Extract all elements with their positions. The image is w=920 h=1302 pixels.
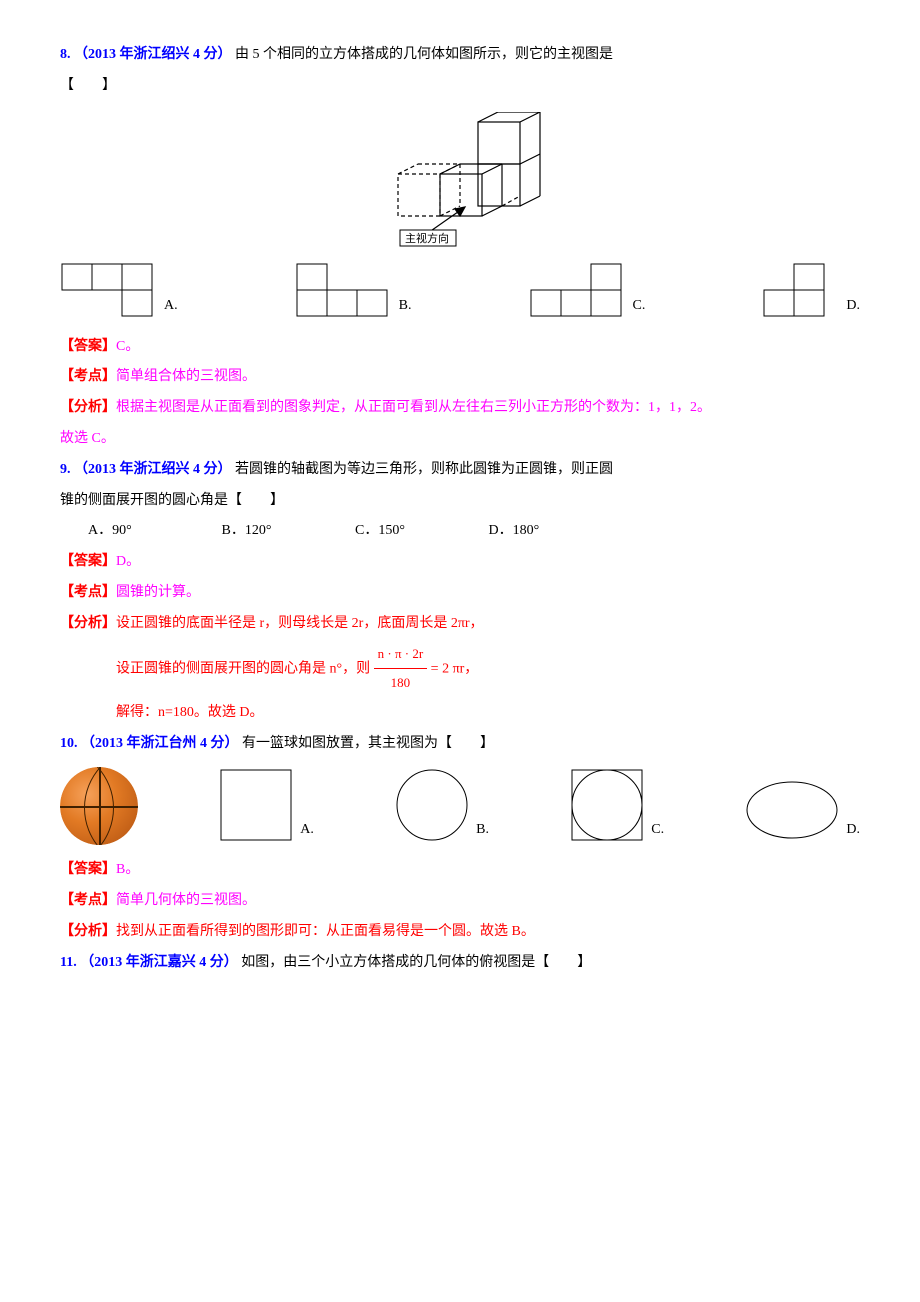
q8-opt-d-label: D. <box>846 291 860 322</box>
q8-kaodian-label: 【考点】 <box>60 369 116 384</box>
q9-b-val: 120° <box>245 523 272 538</box>
q10-d-label: D. <box>846 815 860 846</box>
q8-option-d: D. <box>762 262 860 322</box>
q8-stem-line1: 8. （2013 年浙江绍兴 4 分） 由 5 个相同的立方体搭成的几何体如图所… <box>60 40 860 71</box>
q9-b-label: B． <box>222 523 245 538</box>
q8-opt-a-svg <box>60 262 160 322</box>
q10-option-c: C. <box>567 765 664 845</box>
q9-answer-label: 【答案】 <box>60 554 116 569</box>
q11-stem: 11. （2013 年浙江嘉兴 4 分） 如图，由三个小立方体搭成的几何体的俯视… <box>60 948 860 979</box>
q8-kaodian: 【考点】简单组合体的三视图。 <box>60 362 860 393</box>
q9-number: 9. <box>60 462 71 477</box>
q10-answer-text: B。 <box>116 862 139 877</box>
q10-kaodian: 【考点】简单几何体的三视图。 <box>60 886 860 917</box>
q8-answer: 【答案】C。 <box>60 332 860 363</box>
q8-source: （2013 年浙江绍兴 4 分） <box>74 47 232 62</box>
q8-opt-c-label: C. <box>633 291 646 322</box>
q9-kaodian-text: 圆锥的计算。 <box>116 585 200 600</box>
q8-answer-label: 【答案】 <box>60 339 116 354</box>
q9-kaodian-label: 【考点】 <box>60 585 116 600</box>
q10-option-a: A. <box>216 765 314 845</box>
q9-answer-text: D。 <box>116 554 140 569</box>
q9-d-val: 180° <box>513 523 540 538</box>
q10-c-svg <box>567 765 647 845</box>
q9-fenxi-line1: 【分析】设正圆锥的底面半径是 r，则母线长是 2r，底面周长是 2πr， <box>60 609 860 640</box>
q8-main-figure: 主视方向 <box>60 112 860 252</box>
q9-answer: 【答案】D。 <box>60 547 860 578</box>
q8-opt-b-svg <box>295 262 395 322</box>
q9-fenxi-l2b: = 2 πr， <box>431 661 479 676</box>
q9-c-val: 150° <box>378 523 405 538</box>
q10-source: （2013 年浙江台州 4 分） <box>81 736 239 751</box>
q8-stem: 由 5 个相同的立方体搭成的几何体如图所示，则它的主视图是 <box>235 47 613 62</box>
basketball-icon <box>60 767 138 845</box>
q10-stem: 10. （2013 年浙江台州 4 分） 有一篮球如图放置，其主视图为【 】 <box>60 729 860 760</box>
q9-stem1: 若圆锥的轴截图为等边三角形，则称此圆锥为正圆锥，则正圆 <box>235 462 613 477</box>
q10-options-row: A. B. C. D. <box>60 765 860 845</box>
q9-c-label: C． <box>355 523 378 538</box>
q8-opt-d-svg <box>762 262 842 322</box>
q8-fenxi-1: 【分析】根据主视图是从正面看到的图象判定，从正面可看到从左往右三列小正方形的个数… <box>60 393 860 424</box>
q9-options: A．90° B．120° C．150° D．180° <box>60 516 860 547</box>
q8-fenxi-text: 根据主视图是从正面看到的图象判定，从正面可看到从左往右三列小正方形的个数为：1，… <box>116 400 711 415</box>
q8-number: 8. <box>60 47 71 62</box>
q8-options-row: A. B. C. D. <box>60 262 860 322</box>
q10-fenxi: 【分析】找到从正面看所得到的图形即可：从正面看易得是一个圆。故选 B。 <box>60 917 860 948</box>
q9-kaodian: 【考点】圆锥的计算。 <box>60 578 860 609</box>
q9-d-label: D． <box>489 523 513 538</box>
q8-answer-text: C。 <box>116 339 139 354</box>
frac-num: n · π · 2r <box>374 640 428 670</box>
q9-a-label: A． <box>88 523 112 538</box>
q11-stem-text: 如图，由三个小立方体搭成的几何体的俯视图是【 】 <box>241 955 591 970</box>
q10-kaodian-label: 【考点】 <box>60 893 116 908</box>
q8-fenxi-2: 故选 C。 <box>60 424 860 455</box>
q8-fenxi-label: 【分析】 <box>60 400 116 415</box>
q10-b-label: B. <box>476 815 489 846</box>
q10-option-d: D. <box>742 775 860 845</box>
q10-number: 10. <box>60 736 78 751</box>
q10-basketball <box>60 767 138 845</box>
q8-opt-c-svg <box>529 262 629 322</box>
q10-kaodian-text: 简单几何体的三视图。 <box>116 893 256 908</box>
q9-stem-line2: 锥的侧面展开图的圆心角是【 】 <box>60 486 860 517</box>
frac-den: 180 <box>374 669 428 698</box>
q10-fenxi-label: 【分析】 <box>60 924 116 939</box>
q8-opt-a-label: A. <box>164 291 178 322</box>
fraction: n · π · 2r 180 <box>374 640 428 698</box>
q9-fenxi-line3: 解得：n=180。故选 D。 <box>60 698 860 729</box>
q10-a-svg <box>216 765 296 845</box>
q10-b-svg <box>392 765 472 845</box>
q10-answer: 【答案】B。 <box>60 855 860 886</box>
q8-option-b: B. <box>295 262 412 322</box>
q11-number: 11. <box>60 955 77 970</box>
q10-answer-label: 【答案】 <box>60 862 116 877</box>
q9-fenxi-label: 【分析】 <box>60 616 116 631</box>
q9-fenxi-l1: 设正圆锥的底面半径是 r，则母线长是 2r，底面周长是 2πr， <box>116 616 484 631</box>
q8-arrow-label: 主视方向 <box>405 231 449 245</box>
q10-c-label: C. <box>651 815 664 846</box>
q9-a-val: 90° <box>112 523 132 538</box>
q9-fenxi-l2a: 设正圆锥的侧面展开图的圆心角是 n°，则 <box>116 661 374 676</box>
q8-option-c: C. <box>529 262 646 322</box>
q10-stem-text: 有一篮球如图放置，其主视图为【 】 <box>242 736 494 751</box>
q8-kaodian-text: 简单组合体的三视图。 <box>116 369 256 384</box>
q10-fenxi-text: 找到从正面看所得到的图形即可：从正面看易得是一个圆。故选 B。 <box>116 924 535 939</box>
q9-fenxi-line2: 设正圆锥的侧面展开图的圆心角是 n°，则 n · π · 2r 180 = 2 … <box>60 640 860 698</box>
q11-source: （2013 年浙江嘉兴 4 分） <box>80 955 238 970</box>
q10-a-label: A. <box>300 815 314 846</box>
q9-stem-line1: 9. （2013 年浙江绍兴 4 分） 若圆锥的轴截图为等边三角形，则称此圆锥为… <box>60 455 860 486</box>
q8-opt-b-label: B. <box>399 291 412 322</box>
q8-option-a: A. <box>60 262 178 322</box>
q10-option-b: B. <box>392 765 489 845</box>
q8-cubes-svg: 主视方向 <box>360 112 560 252</box>
q9-source: （2013 年浙江绍兴 4 分） <box>74 462 232 477</box>
q8-bracket: 【 】 <box>60 71 860 102</box>
q10-d-svg <box>742 775 842 845</box>
